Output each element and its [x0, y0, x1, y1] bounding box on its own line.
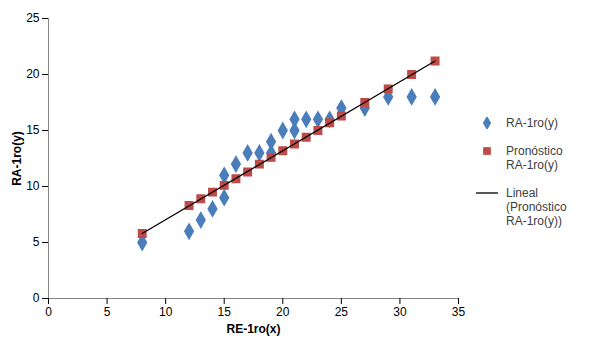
- svg-text:RA-1ro(y): RA-1ro(y): [10, 131, 24, 186]
- svg-text:30: 30: [393, 305, 407, 319]
- html-text:Lineal (Pronóstico RA-1ro(y)): Lineal (Pronóstico RA-1ro(y)): [506, 186, 567, 228]
- html-text:RA-1ro(y): RA-1ro(y): [506, 116, 558, 130]
- svg-text:0: 0: [45, 305, 52, 319]
- svg-text:25: 25: [26, 11, 40, 25]
- svg-text:15: 15: [26, 123, 40, 137]
- svg-text:RE-1ro(x): RE-1ro(x): [226, 322, 280, 336]
- svg-text:20: 20: [276, 305, 290, 319]
- svg-text:0: 0: [33, 291, 40, 305]
- svg-text:5: 5: [104, 305, 111, 319]
- svg-text:15: 15: [218, 305, 232, 319]
- svg-text:10: 10: [26, 179, 40, 193]
- html-text:Pronóstico RA-1ro(y): Pronóstico RA-1ro(y): [506, 144, 563, 172]
- svg-text:25: 25: [335, 305, 349, 319]
- svg-text:10: 10: [159, 305, 173, 319]
- svg-text:5: 5: [33, 235, 40, 249]
- svg-text:35: 35: [452, 305, 466, 319]
- svg-text:20: 20: [26, 67, 40, 81]
